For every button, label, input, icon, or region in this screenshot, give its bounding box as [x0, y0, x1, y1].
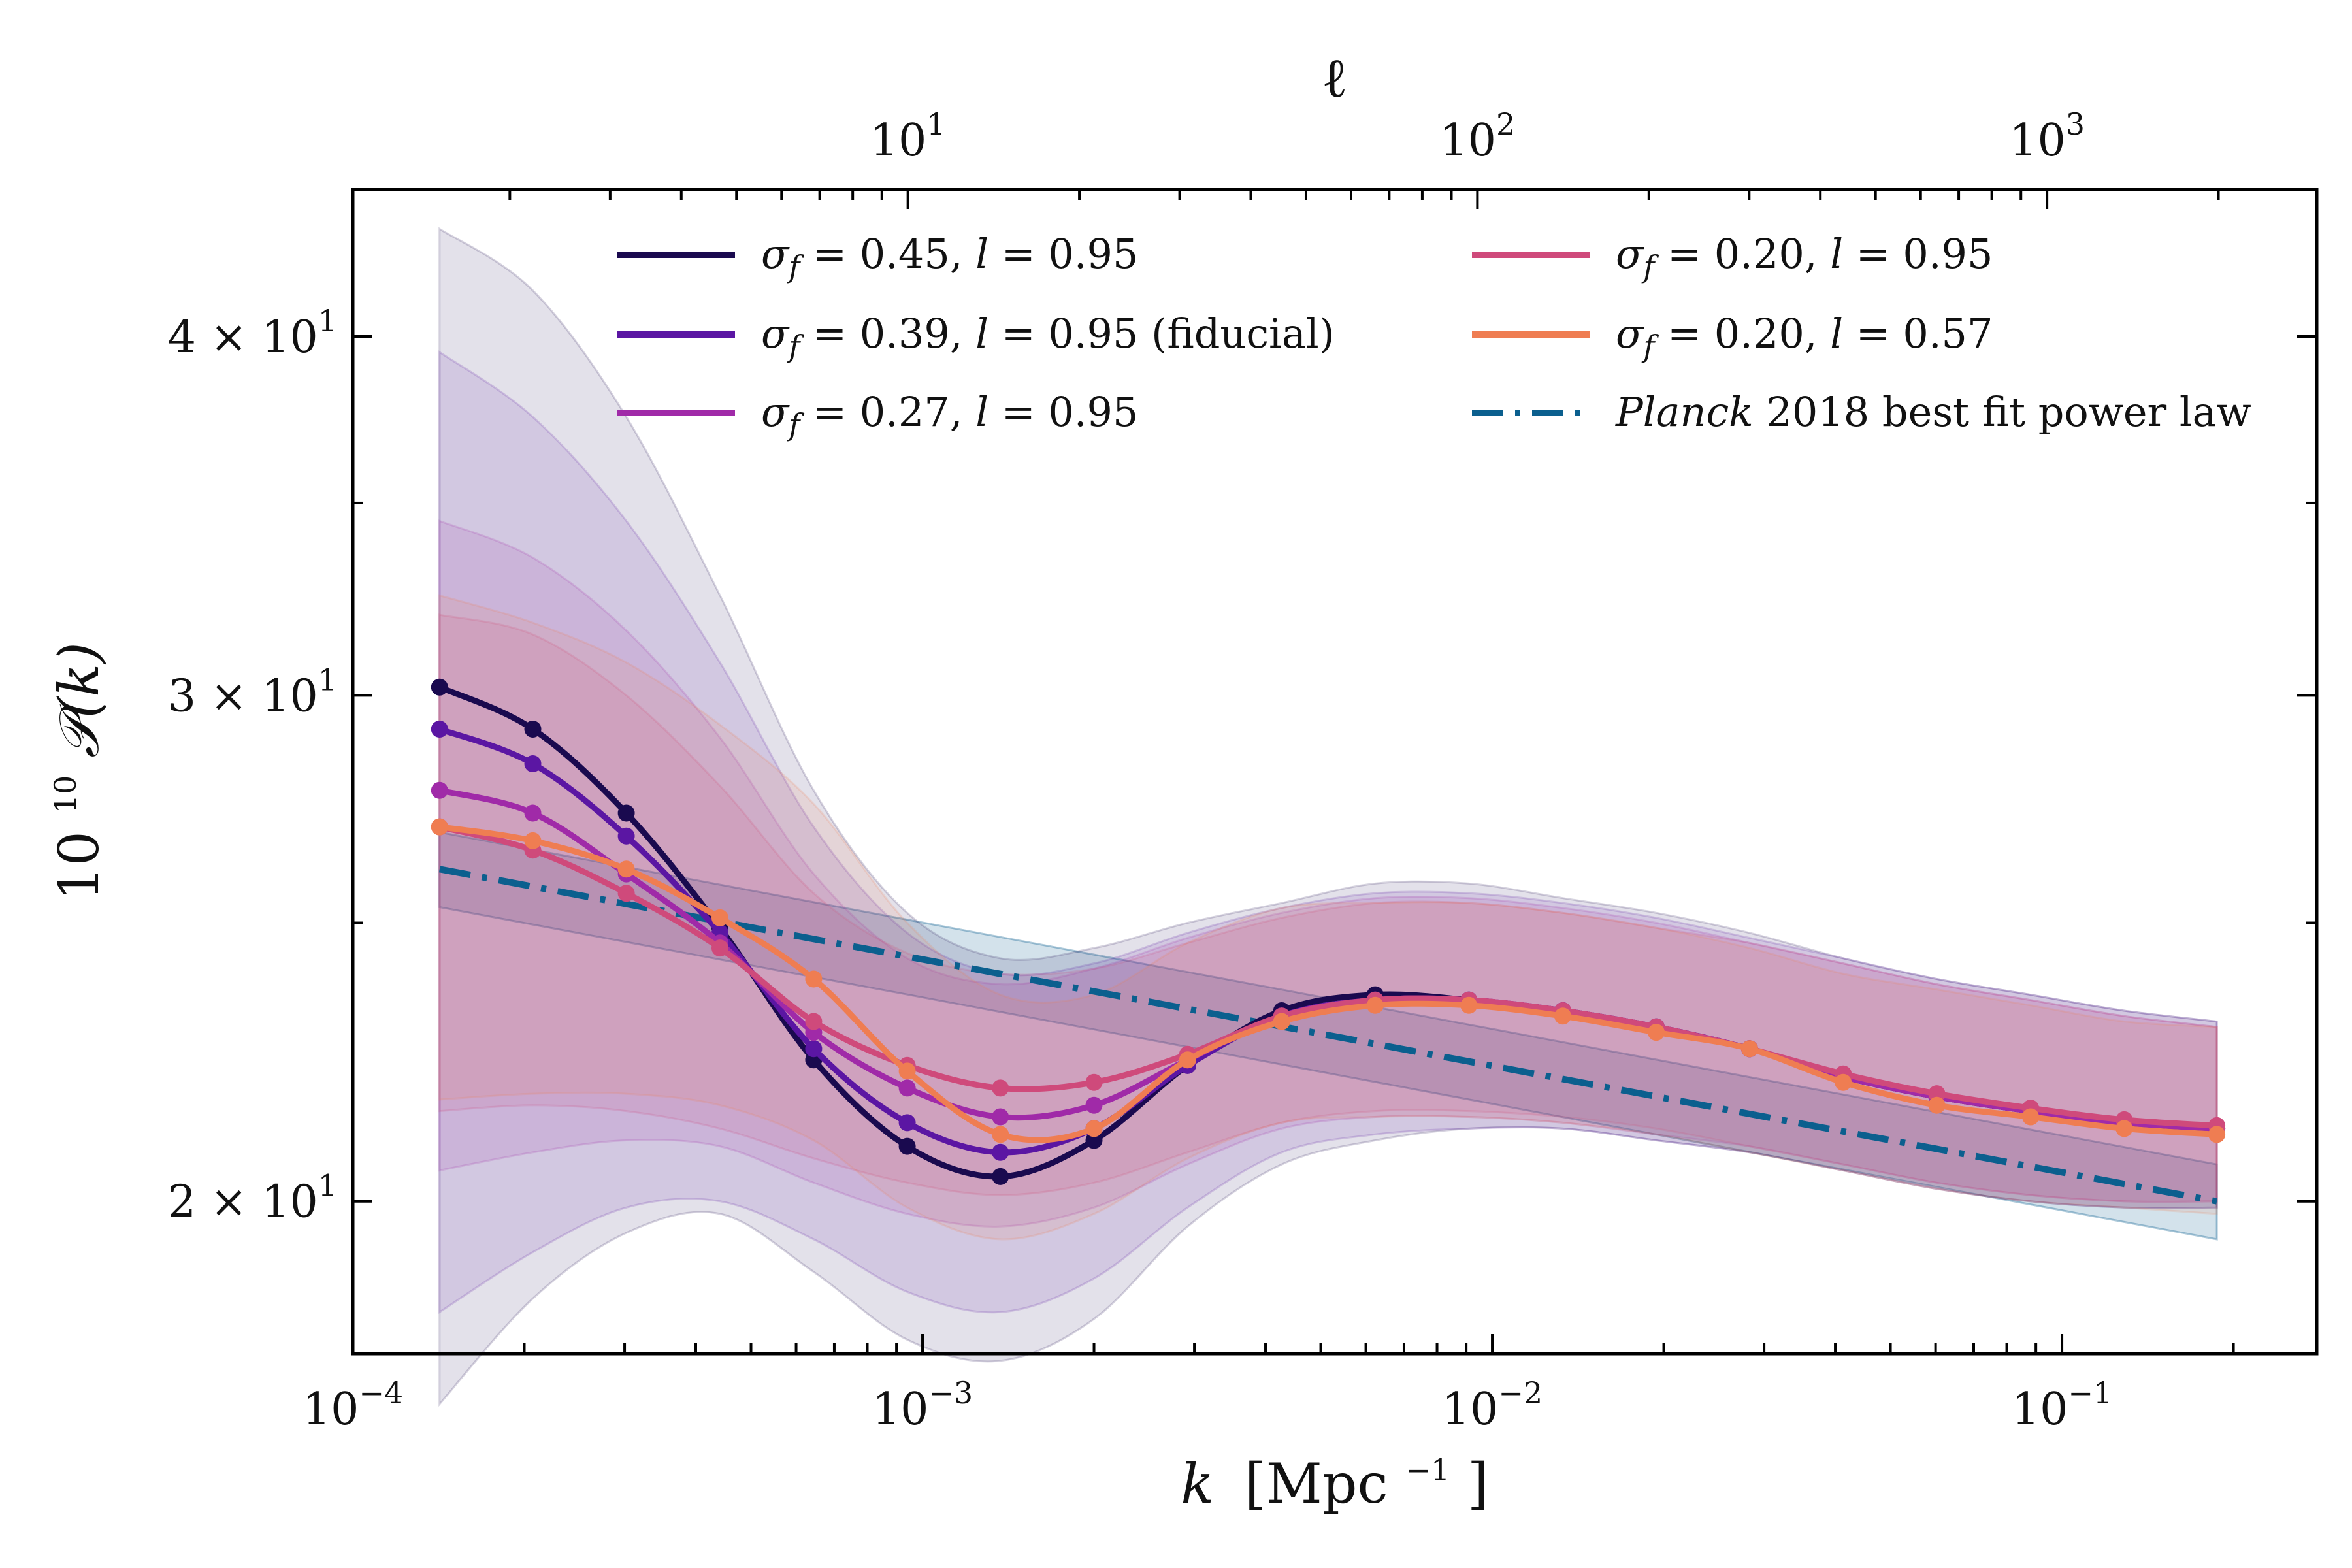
series-1-point-3 — [617, 804, 635, 822]
y-axis-exp: 10 — [48, 776, 83, 814]
y-tick-label-2: 3 × 101 — [168, 662, 337, 722]
x-tick-label-1: 10−4 — [302, 1375, 403, 1435]
axis-ticks: 10−4 10−3 10−2 10−1 101 102 103 2 × 101 3 × 101 4… — [168, 106, 2317, 1435]
y-axis-base: 10 — [47, 831, 111, 901]
x-tick-label-3: 10−2 — [1442, 1375, 1543, 1435]
series-1-point-6 — [898, 1137, 916, 1155]
series-2-point-3 — [617, 827, 635, 845]
legend-label-2: σf = 0.39, l = 0.95 (fiducial) — [761, 310, 1335, 364]
series-5-point-20 — [2208, 1126, 2226, 1143]
series-5-point-10 — [1273, 1013, 1290, 1030]
series-lines — [431, 678, 2226, 1205]
top-tick-label-2: 102 — [1439, 106, 1515, 167]
x-tick-label-2: 10−3 — [872, 1375, 973, 1435]
legend-label-3: σf = 0.27, l = 0.95 — [761, 388, 1138, 442]
series-5-point-5 — [805, 970, 823, 988]
series-5-point-9 — [1179, 1051, 1196, 1069]
series-5-point-8 — [1085, 1120, 1103, 1137]
x-axis-unit: [Mpc — [1245, 1452, 1388, 1516]
series-4-point-7 — [992, 1079, 1009, 1097]
top-tick-label-3: 103 — [2009, 106, 2085, 167]
series-5-point-4 — [711, 909, 728, 926]
series-4-point-5 — [805, 1013, 823, 1030]
x-tick-label-4: 10−1 — [2012, 1375, 2112, 1435]
series-line-5 — [439, 824, 2217, 1143]
x-axis-var: k — [1181, 1452, 1214, 1516]
series-5-point-3 — [617, 860, 635, 878]
series-5-point-18 — [2022, 1108, 2040, 1126]
series-1-point-2 — [524, 721, 542, 738]
legend-label-6: Planck 2018 best fit power law — [1615, 388, 2251, 436]
series-4-point-8 — [1085, 1073, 1103, 1091]
legend: σf = 0.45, l = 0.95 σf = 0.39, l = 0.95 (… — [617, 230, 2251, 442]
series-band-2 — [438, 350, 2218, 1315]
series-5-point-11 — [1366, 996, 1384, 1014]
y-axis-title: 10 10 𝒫(k) — [25, 642, 111, 901]
series-2-point-7 — [992, 1143, 1009, 1161]
series-3-point-7 — [992, 1108, 1009, 1126]
legend-label-5: σf = 0.20, l = 0.57 — [1616, 310, 1993, 364]
legend-label-1: σf = 0.45, l = 0.95 — [761, 230, 1138, 284]
series-2-point-1 — [431, 721, 448, 738]
y-axis-func: 𝒫(k) — [47, 642, 111, 758]
series-5-point-12 — [1460, 996, 1478, 1014]
series-3-point-2 — [524, 804, 542, 822]
series-5-point-7 — [992, 1126, 1009, 1143]
series-4-point-3 — [617, 885, 635, 902]
series-4-point-4 — [711, 939, 728, 957]
x-axis-title: k [Mpc −1 ] — [1181, 1429, 1488, 1516]
series-2-point-5 — [805, 1040, 823, 1058]
series-3-point-6 — [898, 1079, 916, 1097]
x-axis-unit-close: ] — [1467, 1452, 1489, 1516]
series-2-point-6 — [898, 1114, 916, 1132]
series-3-point-1 — [431, 781, 448, 799]
series-5-point-13 — [1554, 1007, 1571, 1025]
y-tick-label-3: 4 × 101 — [168, 303, 337, 363]
y-tick-label-1: 2 × 101 — [168, 1168, 337, 1228]
top-tick-label-1: 101 — [870, 106, 946, 167]
series-5-point-1 — [431, 818, 448, 836]
planck-line — [438, 866, 2218, 1205]
series-5-point-14 — [1648, 1024, 1665, 1041]
x-axis-unit-exp: −1 — [1405, 1452, 1450, 1488]
plot-frame — [351, 188, 2319, 1356]
series-5-point-6 — [898, 1062, 916, 1080]
series-5-point-2 — [524, 832, 542, 849]
legend-label-4: σf = 0.20, l = 0.95 — [1616, 230, 1993, 284]
series-3-point-8 — [1085, 1096, 1103, 1114]
series-2-point-2 — [524, 755, 542, 772]
series-5-point-17 — [1928, 1096, 1946, 1114]
series-1-point-1 — [431, 678, 448, 696]
series-line-4 — [438, 824, 2217, 1129]
top-axis-title: ℓ — [1322, 46, 1348, 110]
series-5-point-19 — [2115, 1120, 2133, 1137]
series-1-point-8 — [1085, 1132, 1103, 1149]
series-1-point-7 — [992, 1168, 1009, 1185]
series-5-point-15 — [1741, 1040, 1758, 1058]
series-5-point-16 — [1835, 1073, 1852, 1091]
